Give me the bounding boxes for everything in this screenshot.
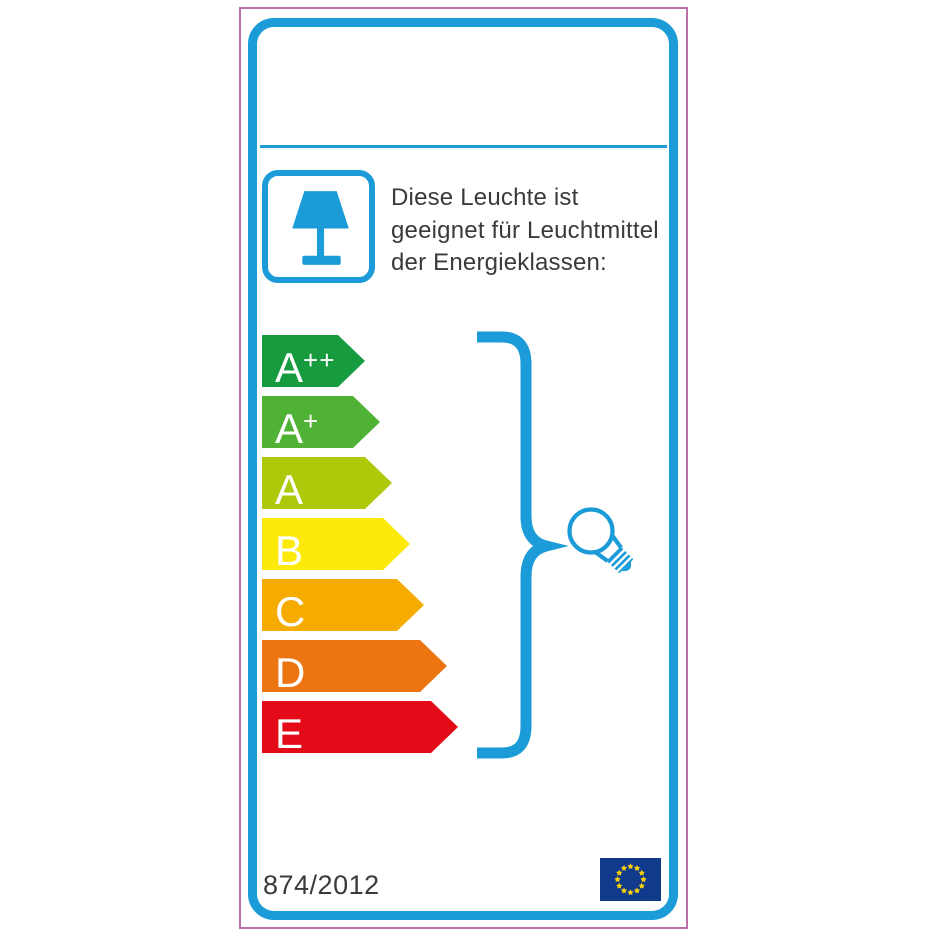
energy-arrow: C	[262, 579, 424, 631]
label-outer-frame	[239, 7, 688, 929]
energy-arrow: A+	[262, 396, 380, 448]
table-lamp-icon	[292, 191, 349, 265]
eu-flag-icon	[600, 858, 661, 901]
energy-class-letter: C	[275, 588, 306, 635]
energy-label: Diese Leuchte ist geeignet für Leuchtmit…	[248, 18, 678, 920]
suitability-text-line3: der Energieklassen:	[391, 249, 607, 276]
energy-arrow: B	[262, 518, 410, 570]
regulation-number: 874/2012	[263, 870, 380, 900]
energy-arrow: A++	[262, 335, 365, 387]
top-divider	[260, 145, 667, 148]
energy-class-letter: A	[275, 466, 304, 513]
energy-arrow: E	[262, 701, 458, 753]
energy-arrow: D	[262, 640, 447, 692]
energy-arrow: A	[262, 457, 392, 509]
energy-class-scale: A++ A+ A B C D E	[262, 335, 458, 762]
energy-class-letter: D	[275, 649, 306, 696]
suitability-text-line1: Diese Leuchte ist	[391, 184, 579, 211]
energy-class-letter: A++	[275, 344, 336, 391]
energy-class-letter: B	[275, 527, 304, 574]
energy-class-letter: A+	[275, 405, 320, 452]
suitability-text: Diese Leuchte ist geeignet für Leuchtmit…	[391, 182, 679, 280]
energy-class-letter: E	[275, 710, 304, 757]
suitability-text-line2: geeignet für Leuchtmittel	[391, 216, 659, 244]
lamp-pictogram	[262, 170, 375, 283]
